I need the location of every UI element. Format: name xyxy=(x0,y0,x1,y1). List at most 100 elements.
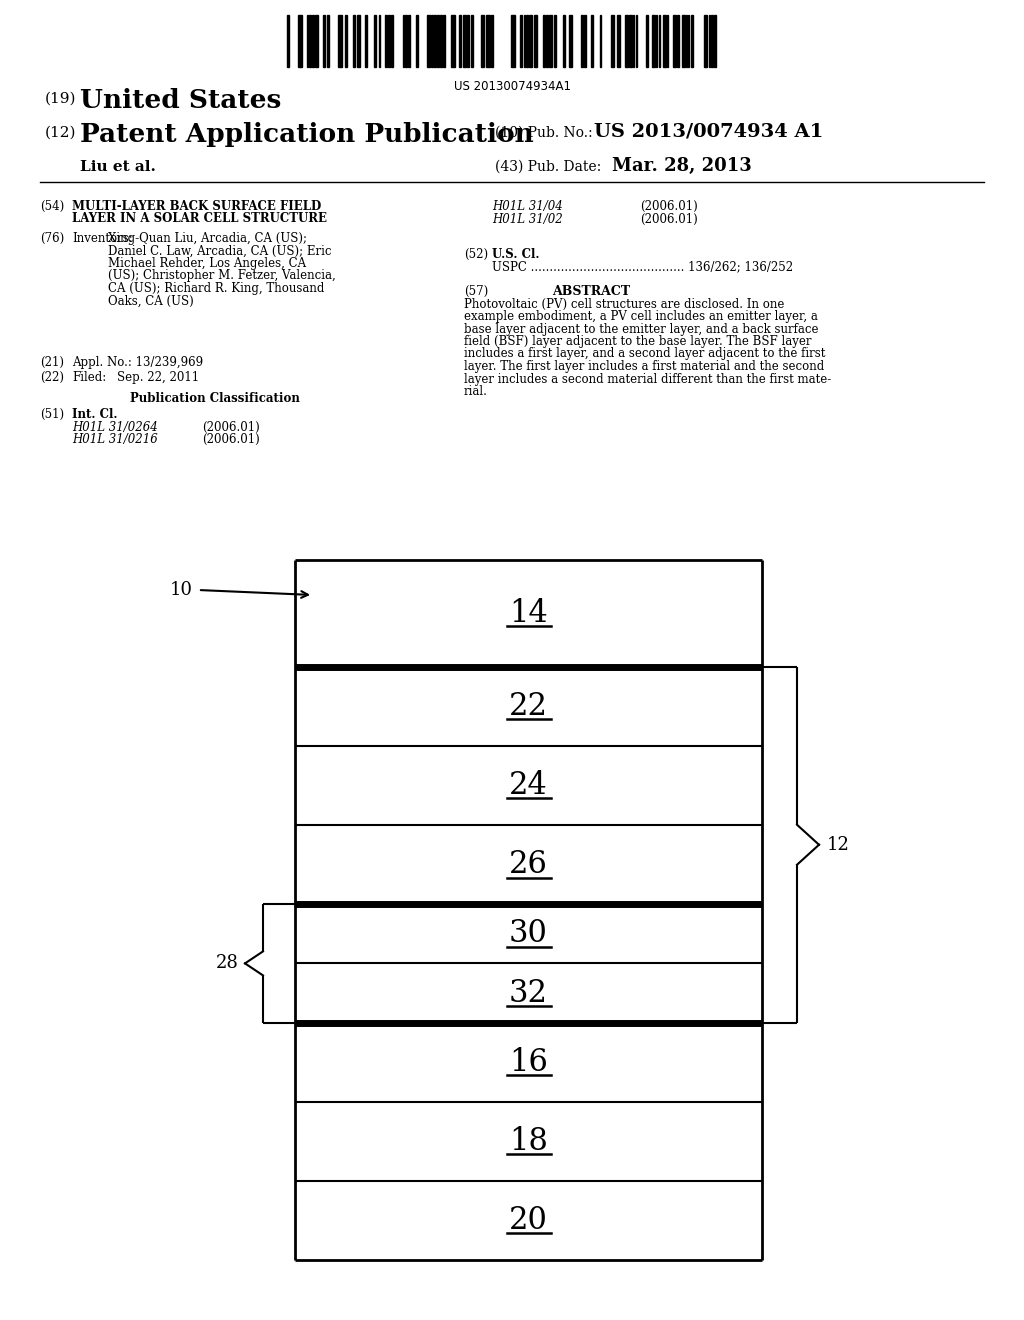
Bar xyxy=(481,15,484,67)
Bar xyxy=(416,15,418,67)
Text: 24: 24 xyxy=(509,770,548,801)
Text: (57): (57) xyxy=(464,285,488,298)
Bar xyxy=(582,15,584,67)
Text: U.S. Cl.: U.S. Cl. xyxy=(492,248,540,261)
Bar xyxy=(345,15,347,67)
Text: example embodiment, a PV cell includes an emitter layer, a: example embodiment, a PV cell includes a… xyxy=(464,310,818,323)
Bar xyxy=(646,15,647,67)
Text: 26: 26 xyxy=(509,849,548,880)
Bar xyxy=(459,15,461,67)
Bar xyxy=(467,15,469,67)
Bar xyxy=(404,15,407,67)
Text: H01L 31/0264: H01L 31/0264 xyxy=(72,421,158,433)
Bar xyxy=(655,15,657,67)
Bar xyxy=(534,15,536,67)
Bar xyxy=(298,15,300,67)
Text: US 20130074934A1: US 20130074934A1 xyxy=(454,81,570,92)
Bar xyxy=(452,15,455,67)
Bar xyxy=(547,15,548,67)
Bar xyxy=(633,15,634,67)
Text: H01L 31/04: H01L 31/04 xyxy=(492,201,563,213)
Bar xyxy=(690,15,693,67)
Text: (22): (22) xyxy=(40,371,63,384)
Bar xyxy=(391,15,392,67)
Bar xyxy=(463,15,466,67)
Bar xyxy=(682,15,685,67)
Bar xyxy=(711,15,713,67)
Bar xyxy=(443,15,444,67)
Bar xyxy=(591,15,593,67)
Bar xyxy=(677,15,679,67)
Bar xyxy=(652,15,655,67)
Text: Filed:: Filed: xyxy=(72,371,106,384)
Text: (2006.01): (2006.01) xyxy=(202,433,260,446)
Bar xyxy=(352,15,355,67)
Text: (76): (76) xyxy=(40,232,65,246)
Bar xyxy=(513,15,515,67)
Bar xyxy=(629,15,632,67)
Text: USPC ......................................... 136/262; 136/252: USPC ...................................… xyxy=(492,260,794,273)
Text: Oaks, CA (US): Oaks, CA (US) xyxy=(108,294,194,308)
Text: 18: 18 xyxy=(509,1126,548,1156)
Text: Int. Cl.: Int. Cl. xyxy=(72,408,118,421)
Text: (43) Pub. Date:: (43) Pub. Date: xyxy=(495,160,601,174)
Text: Appl. No.: 13/239,969: Appl. No.: 13/239,969 xyxy=(72,356,203,370)
Text: LAYER IN A SOLAR CELL STRUCTURE: LAYER IN A SOLAR CELL STRUCTURE xyxy=(72,213,327,226)
Text: H01L 31/02: H01L 31/02 xyxy=(492,213,563,226)
Bar xyxy=(388,15,390,67)
Bar xyxy=(309,15,311,67)
Bar xyxy=(705,15,708,67)
Bar xyxy=(488,15,489,67)
Text: 14: 14 xyxy=(509,598,548,628)
Bar xyxy=(715,15,716,67)
Text: rial.: rial. xyxy=(464,385,487,399)
Text: ABSTRACT: ABSTRACT xyxy=(552,285,630,298)
Bar xyxy=(437,15,438,67)
Bar xyxy=(709,15,711,67)
Bar xyxy=(307,15,308,67)
Text: 12: 12 xyxy=(827,836,850,854)
Text: layer includes a second material different than the first mate-: layer includes a second material differe… xyxy=(464,372,831,385)
Bar xyxy=(338,15,342,67)
Bar xyxy=(490,15,494,67)
Text: (2006.01): (2006.01) xyxy=(640,201,697,213)
Bar xyxy=(520,15,521,67)
Bar xyxy=(288,15,289,67)
Text: 30: 30 xyxy=(509,919,548,949)
Bar xyxy=(543,15,545,67)
Bar xyxy=(379,15,380,67)
Bar xyxy=(312,15,314,67)
Text: Michael Rehder, Los Angeles, CA: Michael Rehder, Los Angeles, CA xyxy=(108,257,306,271)
Text: United States: United States xyxy=(80,88,282,114)
Text: (2006.01): (2006.01) xyxy=(202,421,260,433)
Bar xyxy=(485,15,487,67)
Text: layer. The first layer includes a first material and the second: layer. The first layer includes a first … xyxy=(464,360,824,374)
Bar xyxy=(610,15,613,67)
Text: 32: 32 xyxy=(509,978,548,1008)
Text: Daniel C. Law, Arcadia, CA (US); Eric: Daniel C. Law, Arcadia, CA (US); Eric xyxy=(108,244,332,257)
Text: (10) Pub. No.:: (10) Pub. No.: xyxy=(495,125,593,140)
Bar xyxy=(357,15,359,67)
Bar xyxy=(585,15,586,67)
Bar xyxy=(471,15,473,67)
Bar xyxy=(549,15,552,67)
Text: includes a first layer, and a second layer adjacent to the first: includes a first layer, and a second lay… xyxy=(464,347,825,360)
Text: (21): (21) xyxy=(40,356,63,370)
Text: (US); Christopher M. Fetzer, Valencia,: (US); Christopher M. Fetzer, Valencia, xyxy=(108,269,336,282)
Bar xyxy=(626,15,628,67)
Text: 10: 10 xyxy=(170,581,193,599)
Text: CA (US); Richard R. King, Thousand: CA (US); Richard R. King, Thousand xyxy=(108,282,325,294)
Text: 20: 20 xyxy=(509,1205,548,1236)
Bar xyxy=(685,15,687,67)
Text: (52): (52) xyxy=(464,248,488,261)
Text: 16: 16 xyxy=(509,1047,548,1077)
Bar xyxy=(511,15,513,67)
Bar xyxy=(366,15,367,67)
Text: (12): (12) xyxy=(45,125,77,140)
Bar xyxy=(427,15,430,67)
Bar xyxy=(569,15,571,67)
Bar xyxy=(636,15,637,67)
Bar xyxy=(554,15,556,67)
Text: Publication Classification: Publication Classification xyxy=(130,392,300,405)
Bar xyxy=(431,15,433,67)
